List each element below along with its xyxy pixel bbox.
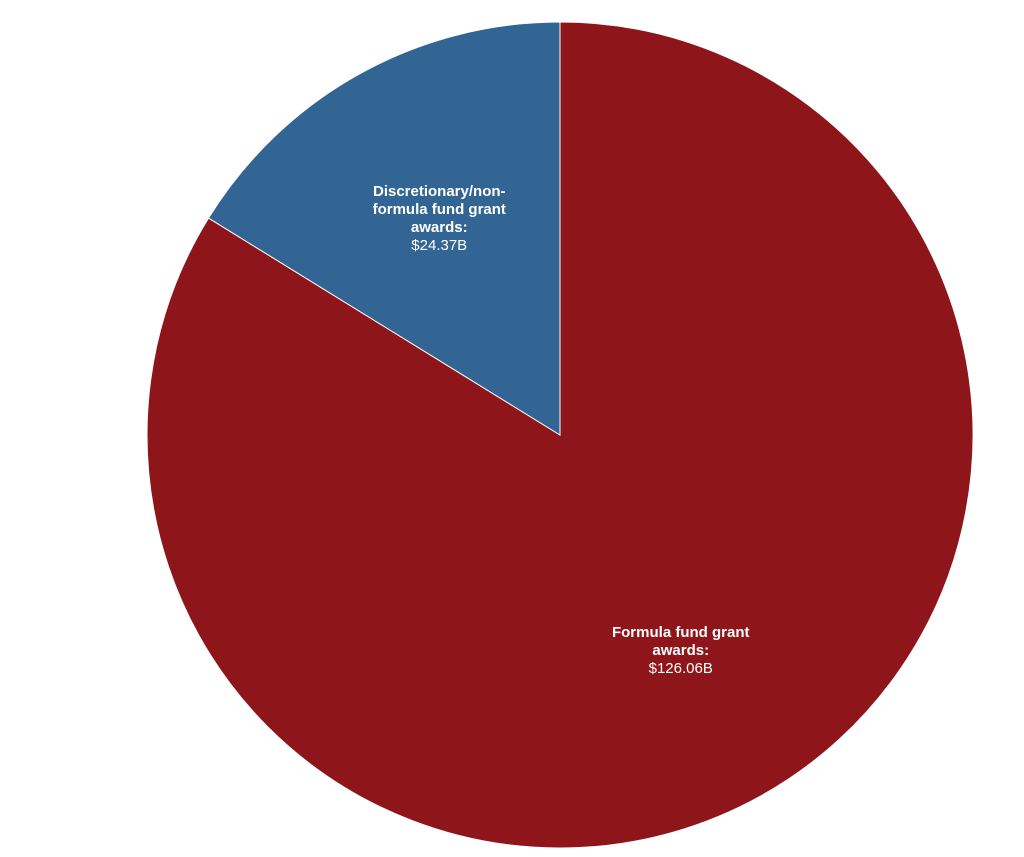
slice-value: $24.37B [411, 236, 468, 254]
pie-slice [207, 21, 561, 436]
slice-category: Formula fund grant awards: [611, 624, 750, 660]
slice-value: $126.06B [648, 660, 713, 678]
slice-label: Discretionary/non-formula fund grant awa… [354, 183, 524, 255]
slice-label: Formula fund grant awards: $126.06B [596, 624, 766, 678]
slice-category: Discretionary/non-formula fund grant awa… [372, 182, 506, 236]
